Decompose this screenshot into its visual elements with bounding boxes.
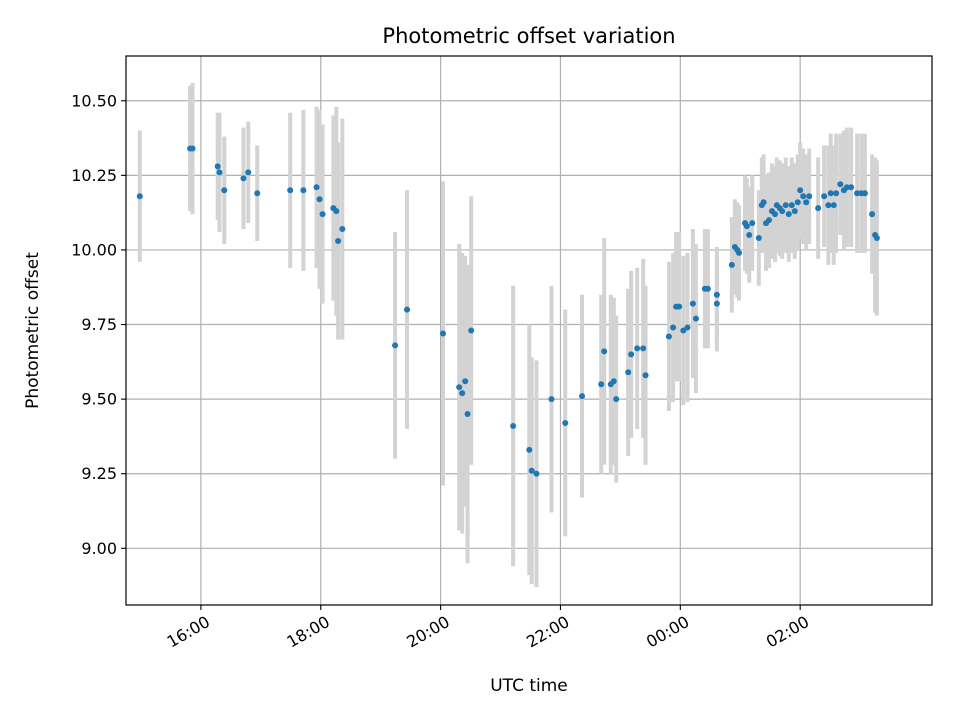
data-point — [404, 306, 411, 313]
data-point — [640, 345, 647, 352]
data-point — [704, 285, 711, 292]
data-point — [642, 372, 649, 379]
data-point — [837, 181, 844, 188]
data-point — [459, 390, 466, 397]
chart-title: Photometric offset variation — [382, 24, 675, 48]
data-point — [628, 351, 635, 358]
data-point — [316, 196, 323, 203]
data-point — [548, 396, 555, 403]
data-point — [254, 190, 261, 197]
data-point — [843, 184, 850, 191]
data-point — [821, 193, 828, 200]
data-point — [873, 235, 880, 242]
data-point — [797, 187, 804, 194]
data-point — [815, 205, 822, 212]
data-point — [634, 345, 641, 352]
data-point — [676, 303, 683, 310]
y-tick-label: 10.00 — [71, 240, 117, 259]
data-point — [755, 235, 762, 242]
data-point — [189, 145, 196, 152]
data-point — [319, 211, 326, 218]
data-point — [830, 202, 837, 209]
data-point — [665, 333, 672, 340]
data-point — [684, 324, 691, 331]
data-point — [713, 291, 720, 298]
data-point — [468, 327, 475, 334]
data-point — [746, 232, 753, 239]
data-point — [827, 190, 834, 197]
data-point — [806, 193, 813, 200]
y-axis-label: Photometric offset — [23, 252, 43, 409]
data-point — [464, 411, 471, 418]
y-tick-label: 9.25 — [81, 464, 117, 483]
data-point — [613, 396, 620, 403]
data-point — [610, 378, 617, 385]
data-point — [760, 199, 767, 206]
data-point — [216, 169, 223, 176]
data-point — [287, 187, 294, 194]
data-point — [713, 300, 720, 307]
data-point — [333, 208, 340, 215]
data-point — [680, 327, 687, 334]
data-point — [579, 393, 586, 400]
data-point — [785, 211, 792, 218]
data-point — [800, 193, 807, 200]
data-point — [528, 467, 535, 474]
data-point — [510, 422, 517, 429]
data-point — [848, 184, 855, 191]
data-point — [136, 193, 143, 200]
data-point — [214, 163, 221, 170]
data-point — [533, 470, 540, 477]
data-point — [833, 190, 840, 197]
data-point — [728, 261, 735, 268]
data-point — [339, 226, 346, 233]
data-point — [670, 324, 677, 331]
y-tick-label: 10.25 — [71, 166, 117, 185]
data-point — [240, 175, 247, 182]
data-point — [601, 348, 608, 355]
data-point — [692, 315, 699, 322]
data-point — [456, 384, 463, 391]
data-point — [743, 223, 750, 230]
data-point — [526, 446, 533, 453]
data-point — [782, 202, 789, 209]
data-point — [335, 237, 342, 244]
plot-frame — [125, 55, 933, 606]
data-point — [779, 208, 786, 215]
data-point — [736, 249, 743, 256]
data-point — [788, 202, 795, 209]
data-point — [462, 378, 469, 385]
data-point — [313, 184, 320, 191]
data-point — [245, 169, 252, 176]
data-point — [221, 187, 228, 194]
data-point — [854, 190, 861, 197]
data-point — [791, 208, 798, 215]
y-tick-label: 9.75 — [81, 315, 117, 334]
data-point — [749, 220, 756, 227]
data-point — [803, 199, 810, 206]
data-point — [825, 202, 832, 209]
data-points — [136, 145, 880, 477]
data-point — [625, 369, 632, 376]
data-point — [869, 211, 876, 218]
x-axis-label: UTC time — [490, 676, 568, 696]
data-point — [562, 419, 569, 426]
y-tick-label: 9.00 — [81, 539, 117, 558]
data-point — [300, 187, 307, 194]
y-tick-label: 10.50 — [71, 91, 117, 110]
y-tick-label: 9.50 — [81, 390, 117, 409]
data-point — [440, 330, 447, 337]
data-point — [392, 342, 399, 349]
data-point — [771, 211, 778, 218]
data-point — [861, 190, 868, 197]
data-point — [766, 217, 773, 224]
data-point — [689, 300, 696, 307]
data-point — [794, 199, 801, 206]
data-point — [598, 381, 605, 388]
